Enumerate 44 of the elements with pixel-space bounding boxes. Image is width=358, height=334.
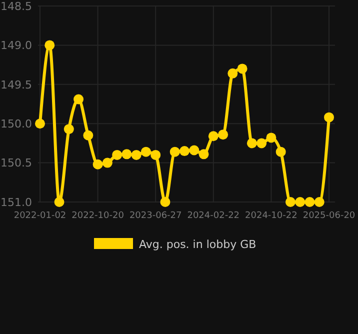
point <box>83 130 94 140</box>
point <box>295 197 306 207</box>
point <box>160 197 170 207</box>
legend-label: Avg. pos. in lobby GB <box>139 238 256 251</box>
y-tick-label: 150.5 <box>0 156 32 170</box>
point <box>64 124 74 134</box>
point <box>285 197 296 207</box>
point <box>74 94 84 104</box>
point <box>237 64 248 74</box>
point <box>189 145 200 156</box>
point <box>256 138 267 148</box>
point <box>170 146 180 157</box>
point <box>150 150 161 160</box>
point <box>228 68 238 78</box>
point <box>198 149 209 160</box>
x-tick-label: 2022-10-20 <box>72 211 124 221</box>
point <box>304 197 315 207</box>
point <box>218 130 228 140</box>
y-tick-label: 149.0 <box>0 39 32 52</box>
point <box>112 150 122 160</box>
point <box>324 112 334 122</box>
x-tick-label: 2025-06-20 <box>302 211 356 221</box>
point <box>246 138 257 148</box>
y-tick-label: 151.0 <box>0 196 32 209</box>
point <box>102 158 112 168</box>
x-tick-label: 2022-01-02 <box>14 211 66 221</box>
y-tick-label: 149.5 <box>0 78 32 92</box>
point <box>92 159 103 170</box>
y-tick-label: 148.5 <box>0 0 32 13</box>
point <box>35 118 45 129</box>
x-tick-label: 2024-10-22 <box>245 211 298 221</box>
point <box>122 149 132 160</box>
point <box>131 150 142 160</box>
x-tick-label: 2023-06-27 <box>129 211 182 221</box>
point <box>266 132 276 143</box>
point <box>276 146 286 157</box>
point <box>140 146 151 157</box>
point <box>44 40 55 50</box>
point <box>314 197 324 207</box>
point <box>180 146 190 156</box>
point <box>208 131 218 142</box>
x-tick-label: 2024-02-22 <box>187 211 240 221</box>
y-tick-label: 150.0 <box>0 117 32 130</box>
point <box>54 197 64 207</box>
